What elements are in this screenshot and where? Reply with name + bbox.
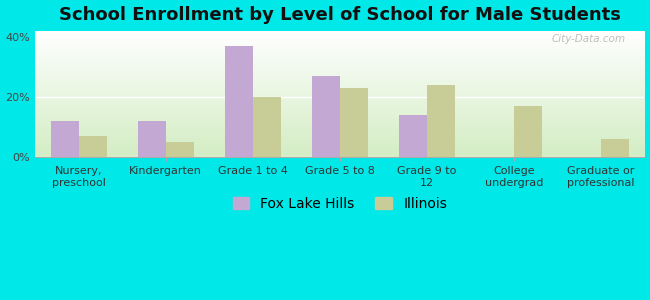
Legend: Fox Lake Hills, Illinois: Fox Lake Hills, Illinois: [227, 191, 452, 216]
Bar: [601, 139, 629, 157]
Bar: [79, 136, 107, 157]
Bar: [427, 85, 455, 157]
Bar: [253, 97, 281, 157]
Bar: [340, 88, 368, 157]
Bar: [166, 142, 194, 157]
Bar: [514, 106, 541, 157]
Bar: [399, 115, 427, 157]
Bar: [51, 121, 79, 157]
Bar: [312, 76, 340, 157]
Text: City-Data.com: City-Data.com: [552, 34, 626, 44]
Bar: [225, 46, 253, 157]
Title: School Enrollment by Level of School for Male Students: School Enrollment by Level of School for…: [59, 6, 621, 24]
Bar: [138, 121, 166, 157]
